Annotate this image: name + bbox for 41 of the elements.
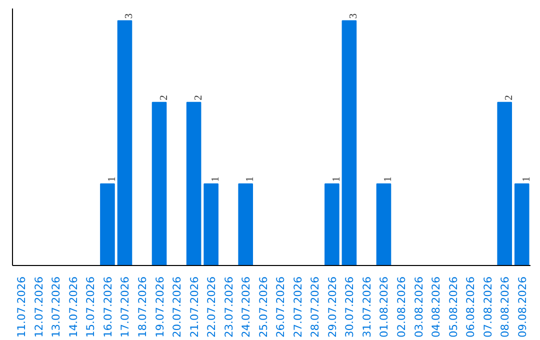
x-tick-label: 23.07.2026: [222, 276, 236, 338]
x-tick-label: 11.07.2026: [15, 276, 28, 338]
x-tick-label: 03.08.2026: [412, 276, 426, 338]
data-label: 1: [245, 176, 256, 182]
x-tick-label: 05.08.2026: [446, 276, 460, 338]
data-label: 1: [383, 176, 394, 182]
x-tick-label: 16.07.2026: [101, 276, 114, 338]
data-label: 2: [158, 94, 170, 100]
data-label: 1: [331, 176, 342, 182]
x-tick-label: 08.08.2026: [498, 276, 512, 338]
data-label: 1: [521, 176, 532, 182]
x-tick-label: 04.08.2026: [430, 276, 443, 338]
x-tick-label: 19.07.2026: [153, 276, 166, 338]
x-tick-label: 14.07.2026: [66, 276, 80, 338]
x-tick-label: 31.07.2026: [360, 276, 374, 338]
data-label: 3: [124, 13, 136, 19]
x-tick-label: 06.08.2026: [464, 276, 478, 338]
x-tick-label: 17.07.2026: [118, 276, 132, 338]
x-tick-label: 24.07.2026: [240, 276, 253, 338]
data-label: 2: [504, 94, 516, 100]
x-tick-label: 12.07.2026: [32, 276, 46, 338]
x-tick-label: 15.07.2026: [84, 276, 98, 338]
x-tick-label: 21.07.2026: [188, 276, 201, 338]
data-label: 1: [106, 176, 118, 182]
x-tick-label: 26.07.2026: [274, 276, 288, 338]
data-label: 2: [193, 94, 204, 100]
data-label: 1: [210, 176, 222, 182]
x-tick-label: 13.07.2026: [50, 276, 63, 338]
x-tick-label: 01.08.2026: [378, 276, 391, 338]
x-tick-label: 02.08.2026: [395, 276, 408, 338]
x-tick-label: 18.07.2026: [136, 276, 149, 338]
x-tick-label: 09.08.2026: [516, 276, 529, 338]
x-tick-label: 30.07.2026: [343, 276, 356, 338]
x-tick-label: 20.07.2026: [170, 276, 184, 338]
data-label: 3: [348, 13, 360, 19]
x-tick-label: 22.07.2026: [205, 276, 218, 338]
x-tick-label: 07.08.2026: [481, 276, 494, 338]
x-tick-label: 25.07.2026: [256, 276, 270, 338]
x-tick-label: 29.07.2026: [326, 276, 339, 338]
x-tick-label: 27.07.2026: [291, 276, 304, 338]
x-tick-label: 28.07.2026: [308, 276, 322, 338]
